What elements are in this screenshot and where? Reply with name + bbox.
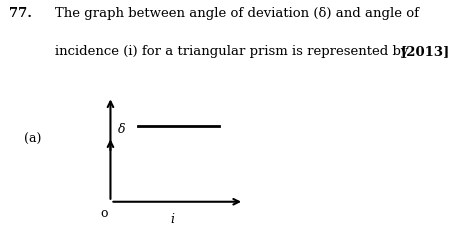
Text: i: i <box>170 214 174 225</box>
Text: incidence (i) for a triangular prism is represented by: incidence (i) for a triangular prism is … <box>55 45 408 58</box>
Text: o: o <box>100 207 108 220</box>
Text: 77.: 77. <box>9 7 33 20</box>
Text: [2013]: [2013] <box>401 45 450 58</box>
Text: (a): (a) <box>24 133 41 146</box>
Text: The graph between angle of deviation (δ) and angle of: The graph between angle of deviation (δ)… <box>55 7 419 20</box>
Text: δ: δ <box>118 123 126 136</box>
